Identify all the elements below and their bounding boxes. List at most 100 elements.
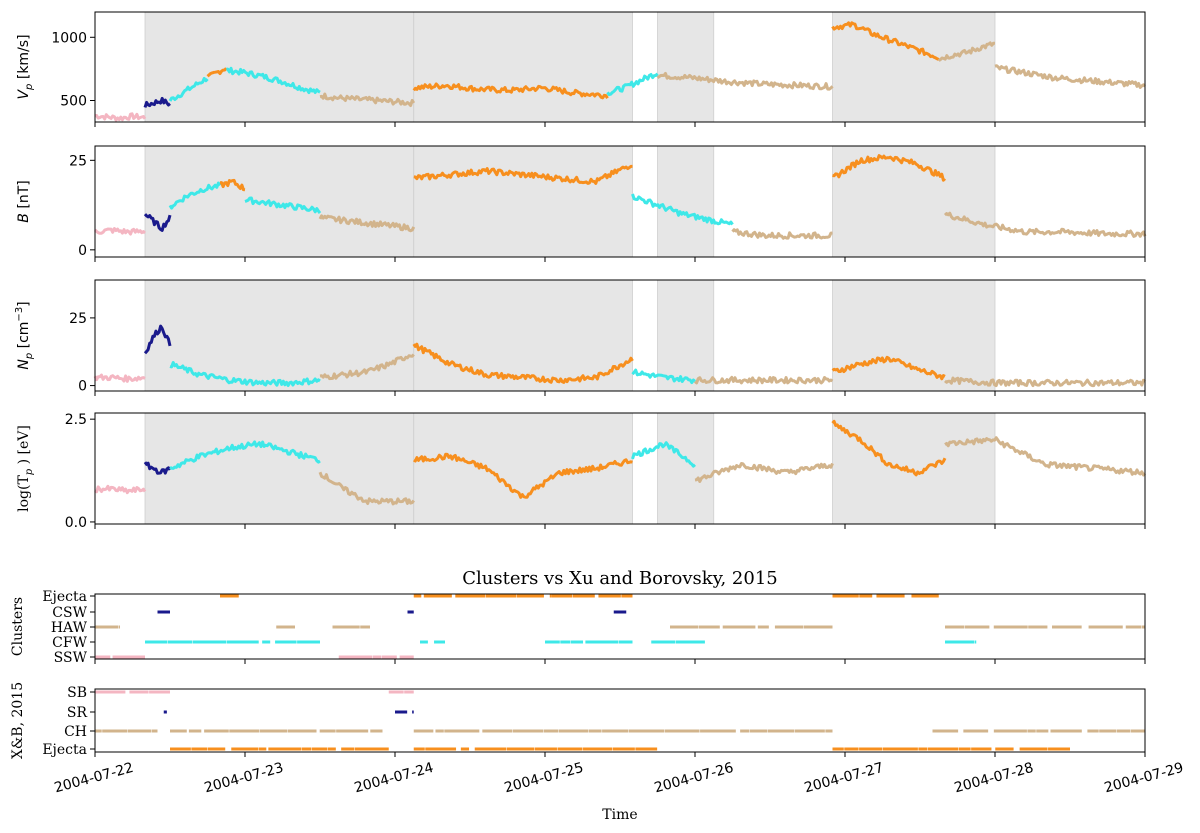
shade-1-2 bbox=[413, 11, 633, 123]
xb-row-label-ch: CH bbox=[64, 724, 87, 740]
x-axis-label: Time bbox=[602, 807, 637, 823]
series-csw-1-2 bbox=[143, 96, 171, 108]
series-ssw-4-1 bbox=[94, 484, 147, 495]
clusters-row-label-ssw: SSW bbox=[54, 650, 88, 666]
series-ssw-3-1 bbox=[93, 373, 146, 383]
ytick-label-2-1: 0 bbox=[78, 243, 87, 259]
ytick-label-4-2: 2.5 bbox=[65, 412, 87, 428]
xtick-label-1: 2004-07-22 bbox=[53, 760, 136, 797]
shade-2-1 bbox=[144, 145, 415, 258]
ytick-label-1-1: 500 bbox=[60, 94, 87, 110]
series-ejecta-1-7 bbox=[412, 82, 609, 100]
clusters-row-label-ejecta: Ejecta bbox=[42, 589, 87, 605]
series-haw-1-12 bbox=[994, 64, 1146, 89]
clusters-row-label-csw: CSW bbox=[52, 605, 87, 621]
series-haw-1-11 bbox=[938, 41, 995, 62]
ytick-label-2-2: 25 bbox=[69, 153, 87, 169]
shade-3-3 bbox=[657, 279, 715, 392]
series-cfw-1-5 bbox=[226, 66, 321, 95]
series-cfw-3-6 bbox=[631, 368, 696, 385]
series-haw-3-4 bbox=[319, 353, 415, 381]
x-axis: 2004-07-22 2004-07-23 2004-07-24 2004-07-25… bbox=[53, 760, 1186, 823]
xtick-label-6: 2004-07-27 bbox=[803, 760, 886, 797]
xb-ylabel: X&B, 2015 bbox=[10, 682, 26, 759]
xtick-label-3: 2004-07-24 bbox=[353, 760, 436, 797]
series-haw-1-6 bbox=[319, 92, 416, 107]
series-cfw-2-5 bbox=[244, 196, 322, 215]
series-cfw-1-3 bbox=[168, 76, 209, 102]
shade-4-4 bbox=[832, 412, 996, 525]
series-cfw-4-3 bbox=[169, 440, 321, 470]
series-cfw-2-8 bbox=[631, 193, 734, 226]
panel-frame-3 bbox=[94, 279, 1146, 392]
ylabel-1: Vp [km/s] bbox=[16, 34, 35, 99]
series-ejecta-4-5 bbox=[413, 452, 633, 499]
ytick-label-3-2: 25 bbox=[69, 311, 87, 327]
series-csw-4-2 bbox=[143, 461, 172, 475]
series-haw-4-4 bbox=[318, 471, 415, 506]
series-ejecta-3-5 bbox=[412, 342, 634, 384]
shade-1-1 bbox=[144, 11, 415, 123]
series-ejecta-2-10 bbox=[832, 154, 947, 182]
series-csw-3-2 bbox=[143, 324, 172, 355]
series-haw-2-6 bbox=[318, 214, 416, 233]
xb-row-label-sb: SB bbox=[67, 685, 87, 701]
xb-row-label-ejecta: Ejecta bbox=[42, 742, 87, 758]
series-ejecta-4-8 bbox=[831, 419, 947, 477]
series-ssw-2-1 bbox=[93, 227, 146, 236]
cluster-panel: Clusters vs Xu and Borovsky, 2015EjectaC… bbox=[10, 568, 1146, 666]
panel-3: 0 25 Np [cm−3] bbox=[14, 279, 1146, 396]
xb-frame bbox=[94, 688, 1146, 753]
xtick-label-2: 2004-07-23 bbox=[203, 760, 286, 797]
clusters-row-label-haw: HAW bbox=[51, 620, 88, 636]
shade-2-3 bbox=[657, 145, 715, 258]
xb-panel: SB SR CH Ejecta X&B, 2015 bbox=[10, 682, 1146, 759]
ylabel-2: B [nT] bbox=[16, 180, 32, 222]
series-haw-2-9 bbox=[731, 228, 833, 240]
series-haw-4-7 bbox=[694, 462, 834, 483]
series-haw-1-9 bbox=[656, 71, 834, 91]
shade-1-3 bbox=[657, 11, 715, 123]
panel-4: 0.0 2.5 log(Tp ) [eV] bbox=[16, 412, 1147, 531]
series-haw-3-7 bbox=[694, 375, 834, 385]
shade-4-3 bbox=[657, 412, 715, 525]
shade-3-4 bbox=[832, 279, 996, 392]
ytick-label-3-1: 0 bbox=[78, 379, 87, 395]
xtick-label-5: 2004-07-26 bbox=[653, 760, 736, 797]
time-series-panels: 500 1000 Vp [km/s] 0 25 B [nT] 0 25 Np [cm−3] 0.0… bbox=[14, 11, 1147, 531]
series-ejecta-2-7 bbox=[413, 164, 633, 185]
series-haw-4-9 bbox=[944, 436, 1147, 477]
panel-frame-4 bbox=[94, 412, 1146, 525]
ytick-label-4-1: 0.0 bbox=[65, 515, 87, 531]
series-cfw-3-3 bbox=[169, 361, 321, 387]
panel-1: 500 1000 Vp [km/s] bbox=[16, 11, 1146, 127]
xtick-label-7: 2004-07-28 bbox=[953, 760, 1036, 797]
xtick-label-4: 2004-07-25 bbox=[503, 760, 586, 797]
series-ejecta-3-8 bbox=[831, 355, 946, 381]
panel-frame-1 bbox=[94, 11, 1146, 123]
shade-1-4 bbox=[832, 11, 996, 123]
series-ejecta-1-4 bbox=[206, 67, 228, 78]
series-haw-3-9 bbox=[944, 376, 1146, 388]
series-haw-2-11 bbox=[943, 211, 1147, 238]
ytick-label-1-2: 1000 bbox=[51, 30, 87, 46]
clusters-frame bbox=[94, 593, 1146, 660]
shade-2-2 bbox=[413, 145, 633, 258]
series-ssw-1-1 bbox=[94, 112, 147, 122]
series-cfw-1-8 bbox=[606, 72, 659, 97]
clusters-ylabel: Clusters bbox=[10, 597, 26, 656]
clusters-row-label-cfw: CFW bbox=[52, 635, 87, 651]
shade-3-2 bbox=[413, 279, 633, 392]
ylabel-3: Np [cm−3] bbox=[14, 301, 35, 369]
series-cfw-4-6 bbox=[631, 441, 696, 468]
xb-row-label-sr: SR bbox=[67, 705, 88, 721]
series-ejecta-1-10 bbox=[831, 21, 940, 61]
series-cfw-2-3 bbox=[168, 181, 222, 210]
xtick-label-8: 2004-07-29 bbox=[1103, 760, 1186, 797]
panel-2: 0 25 B [nT] bbox=[16, 145, 1147, 262]
clusters-title: Clusters vs Xu and Borovsky, 2015 bbox=[462, 568, 777, 589]
shade-3-1 bbox=[144, 279, 415, 392]
ylabel-4: log(Tp ) [eV] bbox=[16, 425, 35, 512]
series-ejecta-2-4 bbox=[219, 178, 246, 192]
